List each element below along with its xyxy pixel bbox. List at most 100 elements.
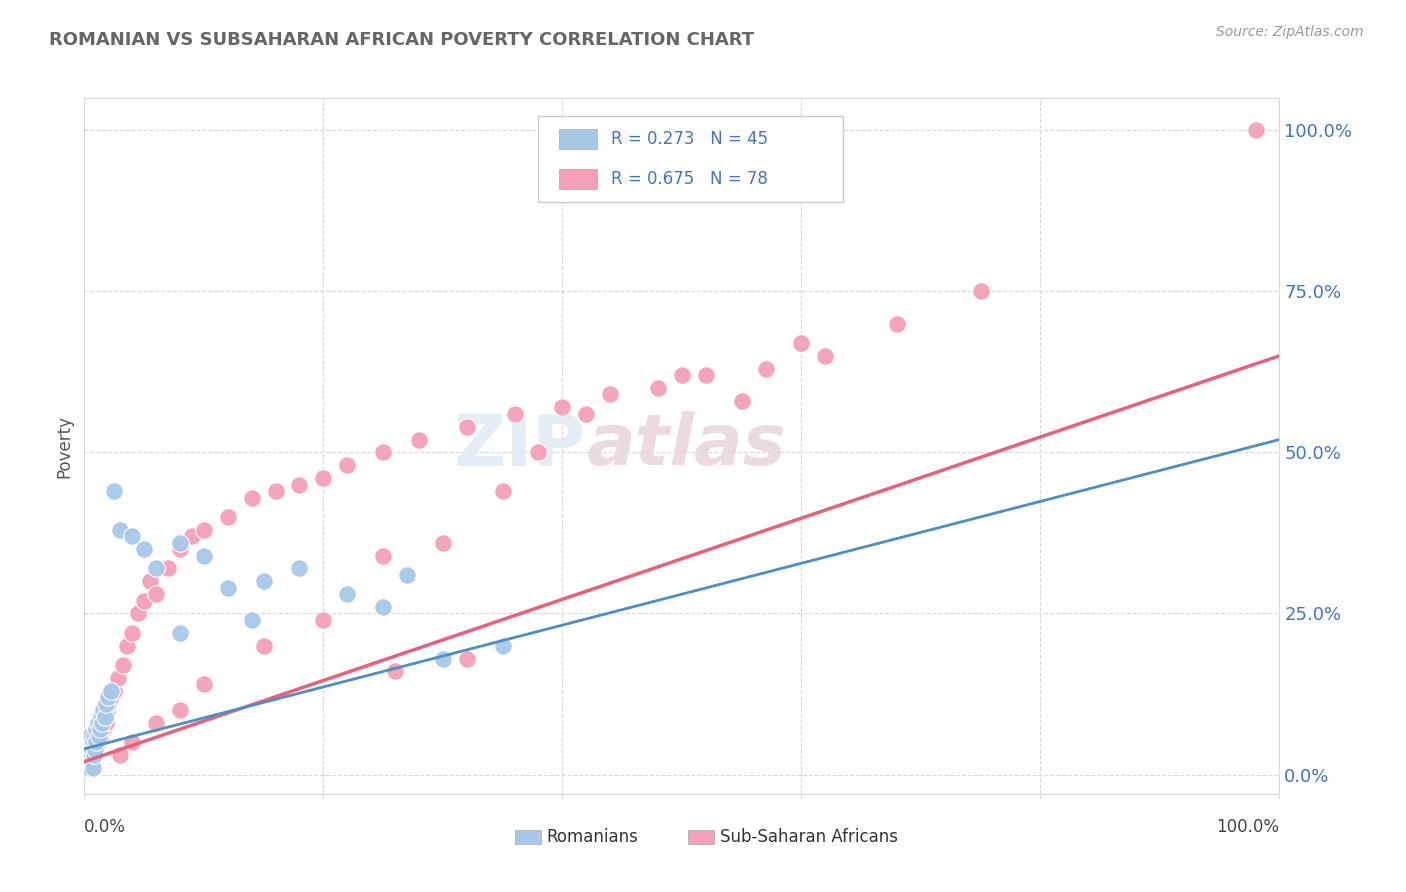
Point xyxy=(83,748,105,763)
Point xyxy=(97,690,120,705)
Point xyxy=(103,683,125,698)
Point xyxy=(253,639,276,653)
Point xyxy=(91,716,114,731)
Point xyxy=(79,729,101,743)
Text: atlas: atlas xyxy=(586,411,786,481)
Point xyxy=(575,407,598,421)
Text: R = 0.273   N = 45: R = 0.273 N = 45 xyxy=(612,130,769,148)
Text: Sub-Saharan Africans: Sub-Saharan Africans xyxy=(720,828,898,846)
Bar xyxy=(558,128,598,149)
Point xyxy=(671,368,693,383)
Point xyxy=(110,523,132,537)
Point xyxy=(83,748,105,763)
Point xyxy=(86,716,108,731)
Point xyxy=(169,625,191,640)
Point xyxy=(93,703,115,717)
Point xyxy=(96,703,118,717)
Point xyxy=(217,581,239,595)
Point xyxy=(77,755,100,769)
Text: R = 0.675   N = 78: R = 0.675 N = 78 xyxy=(612,170,768,188)
Point xyxy=(84,741,107,756)
Point xyxy=(79,748,101,763)
Point xyxy=(790,335,813,350)
Point xyxy=(181,529,204,543)
Point xyxy=(84,741,107,756)
Point xyxy=(132,542,156,557)
Point xyxy=(76,755,98,769)
Point xyxy=(77,761,100,775)
Point xyxy=(121,735,143,749)
Point xyxy=(121,529,143,543)
Point xyxy=(82,735,104,749)
Point xyxy=(169,542,191,557)
Point xyxy=(77,735,100,749)
Text: Romanians: Romanians xyxy=(547,828,638,846)
Point xyxy=(193,523,215,537)
Point xyxy=(91,716,114,731)
Point xyxy=(80,735,103,749)
Point xyxy=(107,671,129,685)
Point xyxy=(75,761,97,775)
Point xyxy=(492,639,515,653)
Point xyxy=(755,361,778,376)
Point xyxy=(288,477,311,491)
Point xyxy=(970,285,993,299)
Point xyxy=(373,445,395,459)
Y-axis label: Poverty: Poverty xyxy=(55,415,73,477)
Point xyxy=(492,484,515,499)
Point xyxy=(373,549,395,563)
Point xyxy=(100,683,122,698)
Point xyxy=(111,658,134,673)
Point xyxy=(80,755,103,769)
Point xyxy=(217,509,239,524)
Point xyxy=(79,748,101,763)
Text: ROMANIAN VS SUBSAHARAN AFRICAN POVERTY CORRELATION CHART: ROMANIAN VS SUBSAHARAN AFRICAN POVERTY C… xyxy=(49,31,755,49)
Point xyxy=(83,735,105,749)
Point xyxy=(93,709,115,723)
Point xyxy=(80,741,103,756)
Point xyxy=(336,587,359,601)
Text: 100.0%: 100.0% xyxy=(1216,818,1279,836)
Point xyxy=(456,651,478,665)
Point xyxy=(169,535,191,549)
Point xyxy=(599,387,621,401)
Point xyxy=(169,703,191,717)
Point xyxy=(127,607,149,621)
Point xyxy=(432,651,454,665)
Point xyxy=(94,697,117,711)
Point xyxy=(80,755,103,769)
Point xyxy=(100,690,122,705)
Point xyxy=(77,741,100,756)
Point xyxy=(695,368,717,383)
Point xyxy=(93,709,115,723)
Point xyxy=(312,471,335,485)
Point xyxy=(647,381,669,395)
Point xyxy=(77,755,100,769)
Point xyxy=(503,407,526,421)
Text: ZIP: ZIP xyxy=(454,411,586,481)
FancyBboxPatch shape xyxy=(538,116,844,202)
Point xyxy=(86,723,108,737)
Point xyxy=(82,761,104,775)
Point xyxy=(117,639,139,653)
Point xyxy=(110,748,132,763)
Point xyxy=(886,317,908,331)
Point xyxy=(157,561,180,575)
Point xyxy=(79,741,101,756)
Point xyxy=(83,729,105,743)
Point xyxy=(86,735,108,749)
Point xyxy=(432,535,454,549)
Point xyxy=(97,697,120,711)
Point xyxy=(145,561,167,575)
Point xyxy=(396,567,419,582)
Point xyxy=(373,600,395,615)
Text: Source: ZipAtlas.com: Source: ZipAtlas.com xyxy=(1216,25,1364,39)
Point xyxy=(336,458,359,473)
Bar xyxy=(688,830,714,844)
Point xyxy=(87,729,110,743)
Point xyxy=(408,433,430,447)
Point xyxy=(89,723,111,737)
Point xyxy=(264,484,287,499)
Point xyxy=(145,587,167,601)
Point xyxy=(87,716,110,731)
